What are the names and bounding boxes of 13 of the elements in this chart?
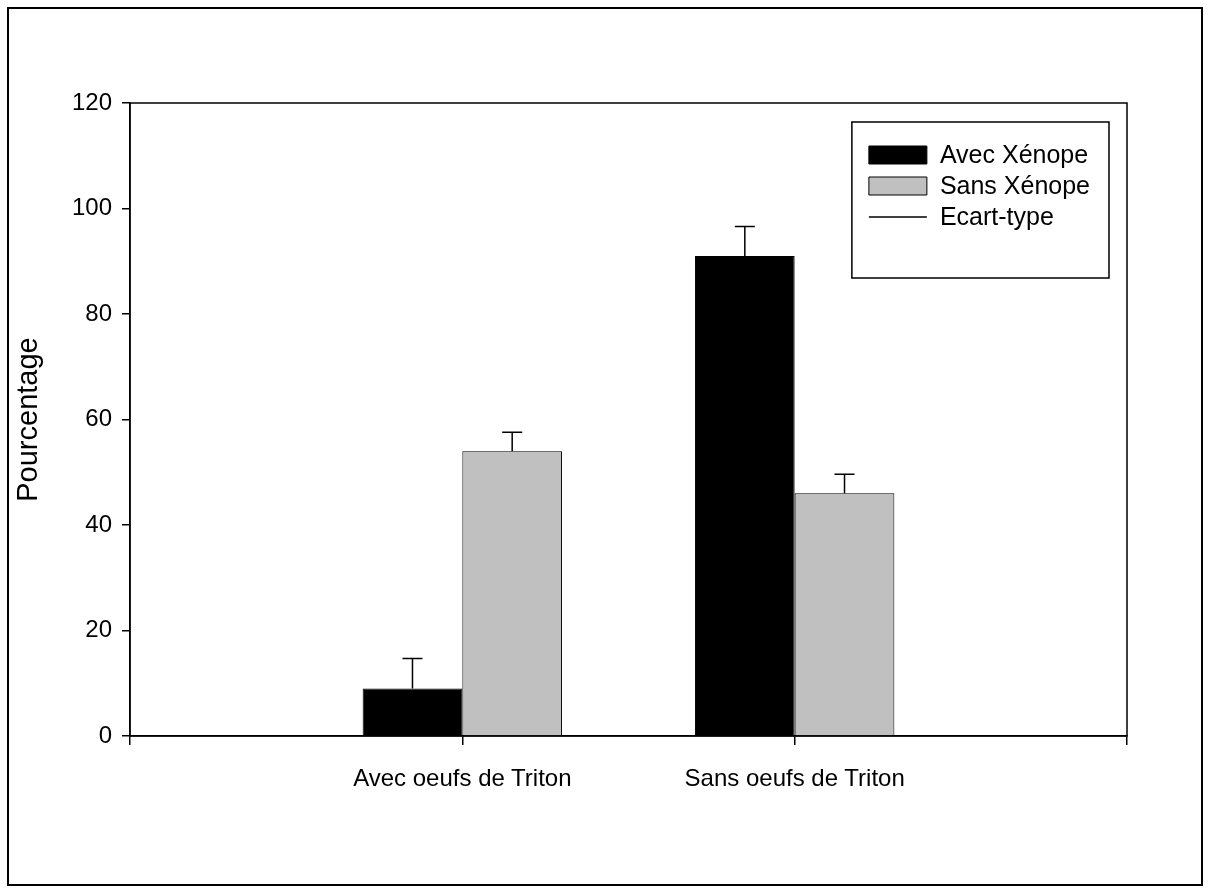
y-tick-label: 80	[85, 298, 112, 326]
y-axis-title: Pourcentage	[11, 337, 44, 502]
x-tick-label: Sans oeufs de Triton	[684, 764, 905, 792]
y-tick-label: 120	[71, 87, 112, 115]
legend-label: Ecart-type	[939, 201, 1054, 230]
x-tick-label: Avec oeufs de Triton	[353, 764, 572, 792]
legend-label: Avec Xénope	[939, 139, 1089, 168]
y-tick-label: 40	[85, 509, 112, 537]
y-tick-label: 100	[71, 193, 112, 221]
y-tick-label: 60	[85, 404, 112, 432]
y-tick-label: 0	[98, 720, 112, 748]
legend-label: Sans Xénope	[939, 170, 1090, 199]
y-tick-label: 20	[85, 615, 112, 643]
